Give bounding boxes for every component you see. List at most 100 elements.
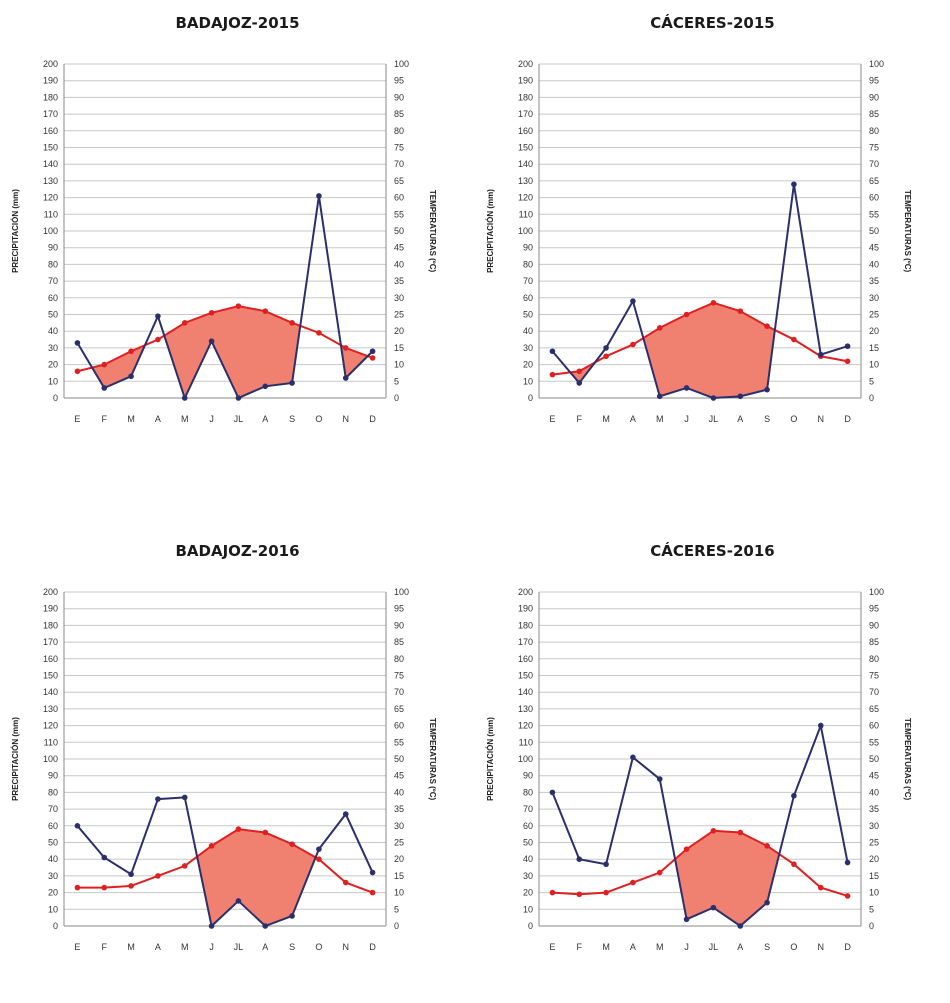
y2-tick-label: 60: [394, 721, 404, 731]
y-tick-label: 190: [43, 604, 58, 614]
temperature-point: [235, 303, 242, 309]
y2-tick-label: 55: [394, 209, 404, 219]
y-tick-label: 0: [528, 393, 533, 403]
y-tick-label: 120: [43, 193, 58, 203]
x-tick-label: J: [684, 414, 689, 424]
temperature-point: [262, 308, 269, 314]
precipitation-point: [791, 792, 797, 799]
temperature-point: [369, 355, 376, 361]
x-tick-label: F: [577, 942, 583, 952]
y2-tick-label: 70: [394, 159, 404, 169]
temperature-point: [844, 358, 851, 365]
temperature-point: [791, 336, 797, 343]
temperature-point: [603, 889, 609, 896]
precipitation-point: [603, 861, 609, 868]
precipitation-point: [630, 754, 636, 761]
precipitation-point: [549, 348, 556, 355]
precipitation-point: [737, 923, 744, 929]
y-tick-label: 50: [48, 310, 58, 320]
temperature-point: [74, 368, 81, 375]
temperature-line: [77, 305, 373, 373]
y-tick-label: 200: [518, 59, 533, 69]
temperature-point: [737, 829, 744, 836]
x-tick-label: O: [315, 414, 322, 424]
y-tick-label: 160: [518, 654, 533, 664]
temperature-point: [576, 891, 583, 898]
precipitation-point: [208, 338, 215, 345]
x-tick-label: J: [684, 942, 689, 952]
y2-tick-label: 25: [394, 838, 404, 848]
y2-tick-label: 30: [394, 293, 404, 303]
precipitation-point: [262, 923, 269, 929]
y2-tick-label: 55: [869, 209, 879, 219]
y-tick-label: 140: [43, 687, 58, 697]
x-tick-label: N: [818, 414, 825, 424]
y2-tick-label: 5: [869, 376, 874, 386]
y2-tick-label: 50: [394, 754, 404, 764]
y-tick-label: 130: [518, 176, 533, 186]
y-tick-label: 150: [43, 143, 58, 153]
y-tick-label: 100: [43, 754, 58, 764]
precipitation-point: [683, 916, 690, 923]
arid-fill-segment: [686, 830, 714, 920]
y2-tick-label: 40: [869, 787, 879, 797]
y2-tick-label: 0: [869, 393, 874, 403]
y2-tick-label: 30: [869, 821, 879, 831]
x-tick-label: A: [737, 414, 743, 424]
y-tick-label: 60: [523, 293, 533, 303]
precipitation-point: [289, 913, 295, 919]
y-tick-label: 200: [43, 587, 58, 597]
y2-tick-label: 45: [869, 243, 879, 253]
y2-tick-label: 0: [394, 393, 399, 403]
y-tick-label: 60: [48, 821, 58, 831]
y-tick-label: 110: [519, 209, 533, 219]
y2-tick-label: 65: [394, 176, 404, 186]
x-tick-label: M: [656, 942, 664, 952]
y-tick-label: 10: [48, 376, 58, 386]
chart-svg: 0102030405060708090100110120130140150160…: [11, 587, 437, 952]
y2-tick-label: 45: [394, 771, 404, 781]
arid-fill-segment: [265, 310, 293, 387]
y2-tick-label: 65: [869, 176, 879, 186]
x-tick-label: N: [818, 942, 825, 952]
y2-tick-label: 100: [394, 59, 409, 69]
y-tick-label: 30: [48, 871, 58, 881]
y2-tick-label: 20: [869, 326, 879, 336]
x-tick-label: A: [737, 942, 743, 952]
y2-tick-label: 50: [869, 226, 879, 236]
precipitation-point: [369, 348, 376, 355]
x-tick-label: A: [262, 414, 268, 424]
y-tick-label: 180: [43, 620, 58, 630]
x-tick-label: J: [209, 942, 214, 952]
y-tick-label: 60: [523, 821, 533, 831]
temperature-point: [683, 846, 690, 852]
y-tick-label: 160: [43, 654, 58, 664]
precipitation-point: [235, 898, 242, 904]
temperature-point: [549, 371, 556, 378]
precipitation-point: [155, 313, 161, 319]
y-tick-label: 90: [523, 771, 533, 781]
y2-tick-label: 80: [869, 654, 879, 664]
y-tick-label: 40: [48, 326, 58, 336]
y-tick-label: 170: [518, 637, 533, 647]
y2-tick-label: 0: [869, 921, 874, 931]
precipitation-point: [603, 345, 609, 351]
y2-tick-label: 65: [869, 704, 879, 714]
temperature-point: [844, 893, 851, 899]
y2-tick-label: 65: [394, 704, 404, 714]
temperature-point: [576, 368, 583, 375]
x-tick-label: E: [549, 942, 555, 952]
temperature-point: [630, 341, 636, 348]
x-tick-label: M: [602, 414, 610, 424]
y-tick-label: 190: [43, 76, 58, 86]
x-tick-label: D: [844, 942, 851, 952]
x-tick-label: O: [790, 942, 797, 952]
y-tick-label: 170: [43, 637, 58, 647]
temperature-point: [683, 311, 690, 318]
chart-panel-badajoz-2015: BADAJOZ-2015 0 10 20 30 40 50 60 70 80 90 100 110 12…: [0, 0, 475, 475]
y-tick-label: 140: [518, 687, 533, 697]
x-tick-label: A: [630, 414, 636, 424]
y-tick-label: 40: [523, 326, 533, 336]
precipitation-point: [289, 380, 295, 386]
x-tick-label: D: [369, 414, 376, 424]
